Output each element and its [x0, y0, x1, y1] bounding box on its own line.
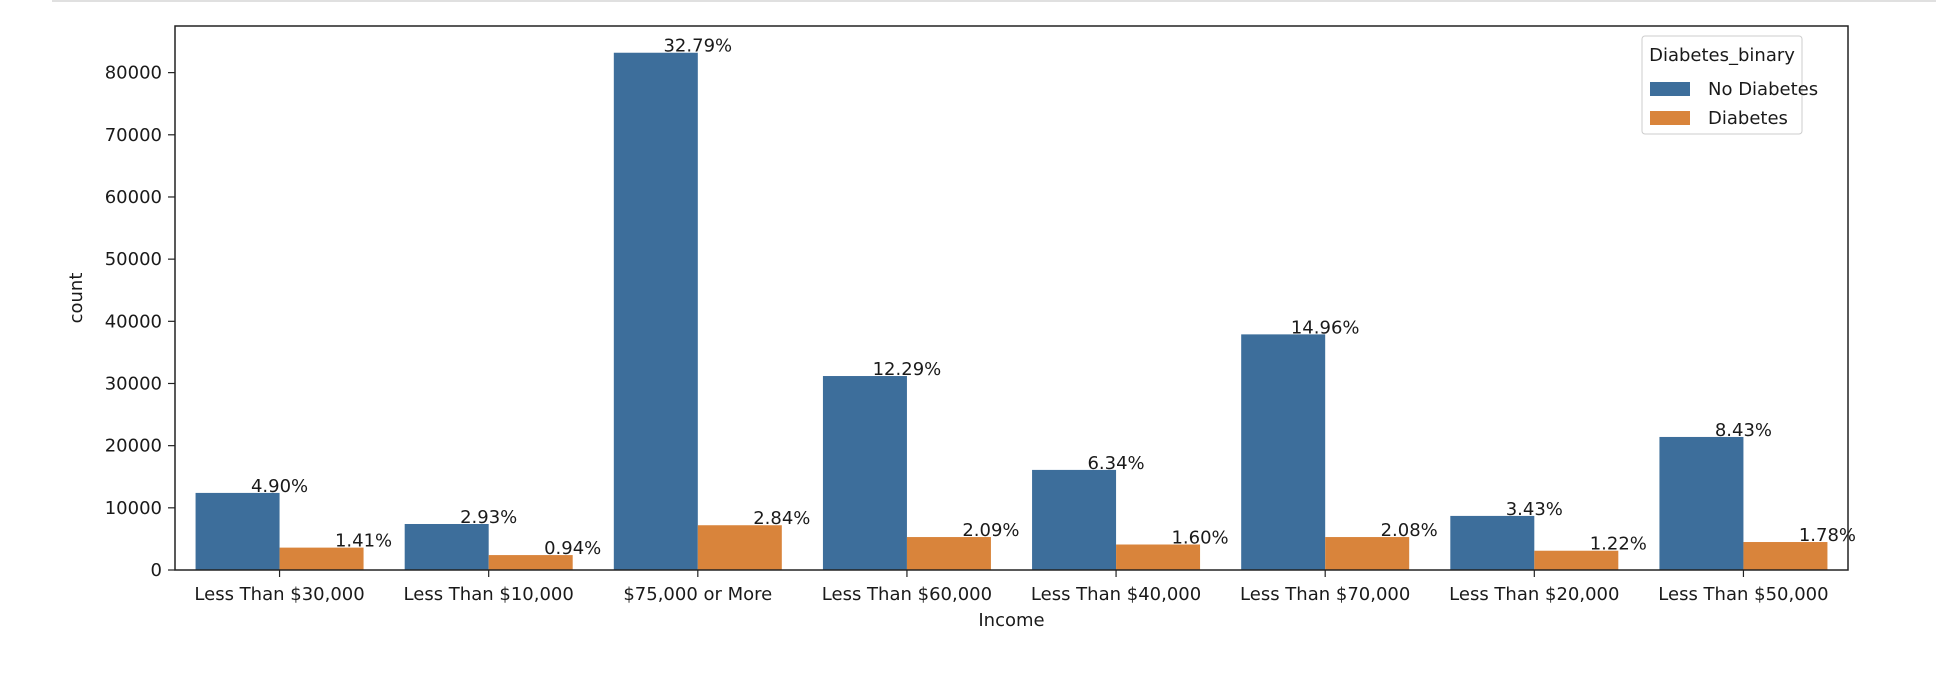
y-axis-label: count [66, 273, 87, 324]
no-diabetes-bar [404, 523, 489, 570]
bar-percentage-label: 2.84% [753, 508, 810, 529]
x-tick-label: Less Than $60,000 [822, 584, 992, 605]
bar-percentage-label: 6.34% [1087, 453, 1144, 474]
x-tick-label: $75,000 or More [623, 584, 772, 605]
diabetes-bar [697, 525, 782, 570]
diabetes-bar [1325, 537, 1410, 570]
y-tick-label: 10000 [105, 498, 162, 519]
bar-percentage-label: 1.22% [1590, 534, 1647, 555]
x-axis: Less Than $30,000 Less Than $10,000 $75,00… [194, 570, 1829, 605]
legend: Diabetes_binary No Diabetes Diabetes [1641, 35, 1818, 135]
x-tick-label: Less Than $20,000 [1449, 584, 1619, 605]
legend-label: No Diabetes [1708, 79, 1818, 100]
y-tick-label: 30000 [105, 373, 162, 394]
data-labels-group: 4.90% 2.93% 32.79% 12.29% 6.34% 14.96% 3.43% 8.… [251, 36, 1856, 559]
bar-percentage-label: 32.79% [663, 36, 732, 57]
bar-percentage-label: 2.09% [962, 520, 1019, 541]
bars-group [195, 52, 1828, 571]
bar-percentage-label: 2.08% [1381, 520, 1438, 541]
no-diabetes-bar [822, 376, 907, 570]
y-axis: 0 10000 20000 30000 40000 50000 60000 70000 8000… [105, 63, 175, 581]
top-divider [52, 0, 1936, 2]
x-axis-label: Income [978, 610, 1044, 631]
x-tick-label: Less Than $30,000 [194, 584, 364, 605]
plot-frame [174, 25, 1849, 571]
bar-percentage-label: 0.94% [544, 538, 601, 559]
x-tick-label: Less Than $10,000 [404, 584, 574, 605]
diabetes-bar [488, 555, 573, 570]
no-diabetes-bar [195, 492, 280, 570]
diabetes-bar [1743, 542, 1828, 570]
no-diabetes-bar [1450, 515, 1535, 570]
diabetes-bar [906, 537, 991, 570]
bar-percentage-label: 1.41% [335, 531, 392, 552]
y-tick-label: 50000 [105, 249, 162, 270]
diabetes-bar [279, 547, 364, 570]
diabetes-bar [1116, 544, 1201, 570]
x-tick-label: Less Than $40,000 [1031, 584, 1201, 605]
bar-percentage-label: 2.93% [460, 507, 517, 528]
y-tick-label: 80000 [105, 63, 162, 84]
no-diabetes-bar [1032, 469, 1117, 570]
y-tick-label: 40000 [105, 311, 162, 332]
bar-percentage-label: 14.96% [1291, 317, 1360, 338]
bar-percentage-label: 12.29% [873, 359, 942, 380]
x-tick-label: Less Than $70,000 [1240, 584, 1410, 605]
y-tick-label: 0 [151, 560, 162, 581]
bar-percentage-label: 8.43% [1715, 420, 1772, 441]
legend-swatch-diabetes [1650, 111, 1690, 125]
bar-percentage-label: 1.60% [1171, 528, 1228, 549]
legend-items: No Diabetes Diabetes [1650, 79, 1818, 129]
bar-percentage-label: 1.78% [1799, 525, 1856, 546]
no-diabetes-bar [1241, 334, 1326, 570]
bar-percentage-label: 3.43% [1506, 499, 1563, 520]
y-tick-label: 20000 [105, 436, 162, 457]
legend-title: Diabetes_binary [1649, 45, 1795, 66]
diabetes-bar [1534, 550, 1619, 570]
no-diabetes-bar [613, 52, 698, 571]
bar-percentage-label: 4.90% [251, 476, 308, 497]
y-tick-label: 60000 [105, 187, 162, 208]
x-tick-label: Less Than $50,000 [1658, 584, 1828, 605]
legend-box [1641, 35, 1803, 135]
y-tick-label: 70000 [105, 125, 162, 146]
no-diabetes-bar [1659, 436, 1744, 570]
legend-label: Diabetes [1708, 108, 1788, 129]
legend-swatch-no-diabetes [1650, 82, 1690, 96]
